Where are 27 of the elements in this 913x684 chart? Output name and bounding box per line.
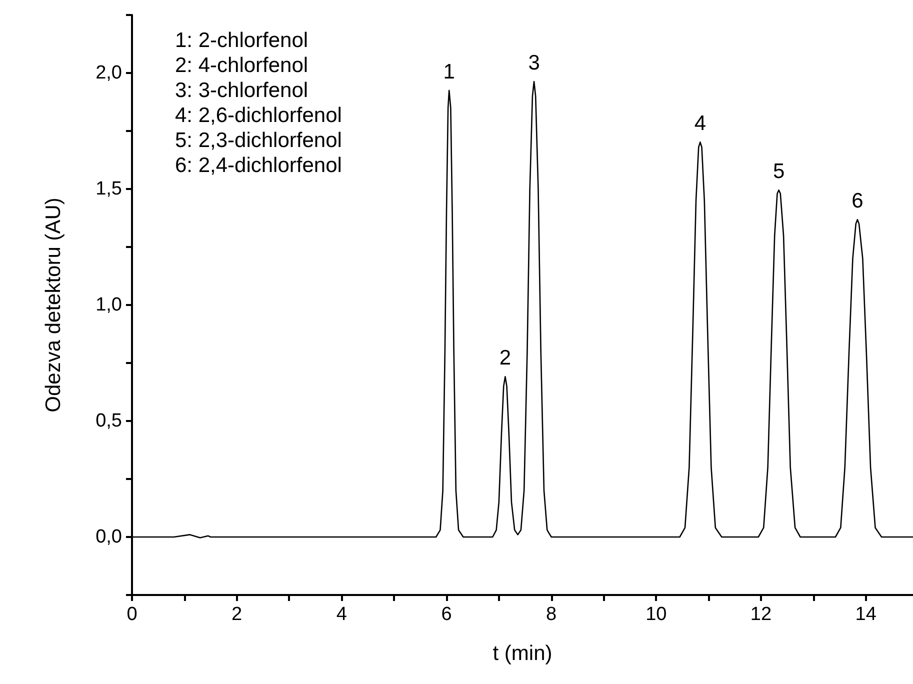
x-tick-label: 4 [336,604,348,625]
x-tick-label: 12 [750,604,772,625]
y-axis-title: Odezva detektoru (AU) [42,198,65,412]
x-tick-label: 14 [855,604,877,625]
annotation: 4 [694,112,706,136]
x-tick-label: 8 [546,604,557,625]
x-tick-label: 0 [126,604,138,625]
y-tick-label: 1,0 [96,294,122,316]
y-tick-label: 0,0 [96,526,122,548]
y-tick-label: 2,0 [96,62,122,84]
x-axis-title: t (min) [492,642,552,665]
x-tick-label: 6 [441,604,452,625]
y-tick-label: 1,5 [96,178,122,200]
y-tick-label: 0,5 [96,410,122,432]
annotation: 3: 3-chlorfenol [175,79,308,102]
annotation: 4: 2,6-dichlorfenol [175,104,342,127]
annotation: 5: 2,3-dichlorfenol [175,129,342,152]
annotation: 2 [499,346,512,370]
annotation: 1: 2-chlorfenol [175,29,308,52]
annotation: 2: 4-chlorfenol [175,54,308,77]
x-tick-label: 2 [232,604,242,625]
annotation: 5 [772,160,785,184]
annotation: 6 [852,190,864,213]
annotation: 6: 2,4-dichlorfenol [175,154,342,177]
annotation: 1 [443,60,455,84]
x-tick-label: 10 [646,604,667,625]
annotation: 3 [528,52,540,75]
